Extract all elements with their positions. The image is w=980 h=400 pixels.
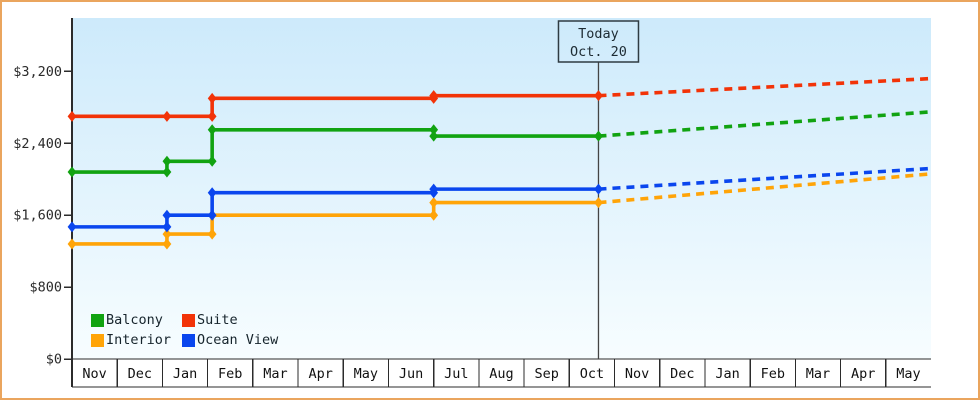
x-axis-month-label: Feb — [761, 366, 785, 382]
legend-label-ocean-view: Ocean View — [197, 332, 279, 348]
legend-item-suite: Suite — [182, 310, 278, 330]
x-axis-month-label: Jan — [715, 366, 739, 382]
ocean-view-swatch-icon — [182, 333, 195, 347]
x-axis-month-label: Aug — [489, 366, 513, 382]
data-point-marker-ocean-view — [67, 221, 77, 233]
x-axis-month-label: Nov — [82, 366, 106, 382]
data-point-marker-ocean-view — [162, 209, 172, 221]
y-axis-label: $2,400 — [13, 136, 62, 152]
data-point-marker-interior — [67, 238, 77, 250]
data-point-marker-interior — [429, 197, 439, 209]
legend-item-interior: Interior — [91, 330, 182, 350]
data-point-marker-interior — [594, 197, 603, 209]
data-point-marker-interior — [162, 228, 172, 240]
today-box-title: Today — [578, 26, 619, 42]
data-point-marker-interior — [162, 238, 172, 250]
interior-swatch-icon — [91, 333, 104, 347]
data-point-marker-balcony — [67, 166, 77, 178]
data-point-marker-suite — [207, 92, 217, 104]
y-axis-label: $1,600 — [13, 208, 62, 224]
legend: Balcony Suite Interior Ocean View — [91, 310, 278, 350]
y-axis-label: $0 — [46, 352, 62, 368]
x-axis-month-label: Mar — [806, 366, 830, 382]
legend-item-balcony: Balcony — [91, 310, 182, 330]
x-axis-month-label: Dec — [670, 366, 694, 382]
data-point-marker-ocean-view — [594, 183, 603, 195]
data-point-marker-ocean-view — [162, 221, 172, 233]
data-point-marker-balcony — [162, 166, 172, 178]
balcony-swatch-icon — [91, 313, 104, 327]
x-axis-month-label: May — [354, 366, 378, 382]
legend-label-interior: Interior — [106, 332, 172, 348]
x-axis-month-label: Sep — [535, 366, 559, 382]
data-point-marker-suite — [207, 110, 217, 122]
x-axis-month-label: Jan — [173, 366, 197, 382]
data-point-marker-ocean-view — [429, 183, 439, 195]
data-point-marker-balcony — [207, 124, 217, 136]
x-axis-month-label: May — [896, 366, 920, 382]
today-box-date: Oct. 20 — [570, 44, 627, 60]
today-box — [557, 20, 640, 63]
data-point-marker-balcony — [594, 130, 603, 142]
data-point-marker-interior — [207, 228, 217, 240]
data-point-marker-ocean-view — [207, 209, 217, 221]
x-axis-month-label: Nov — [625, 366, 649, 382]
data-point-marker-balcony — [429, 124, 439, 136]
x-axis-month-label: Mar — [263, 366, 287, 382]
data-point-marker-ocean-view — [207, 187, 217, 199]
legend-label-balcony: Balcony — [106, 312, 163, 328]
x-axis-month-label: Jul — [444, 366, 468, 382]
legend-item-ocean-view: Ocean View — [182, 330, 278, 350]
x-axis-month-label: Apr — [308, 366, 332, 382]
data-point-marker-suite — [67, 110, 77, 122]
y-axis-label: $800 — [29, 280, 62, 296]
data-point-marker-balcony — [429, 130, 439, 142]
suite-swatch-icon — [182, 313, 195, 327]
x-axis-month-label: Apr — [851, 366, 875, 382]
x-axis-month-label: Feb — [218, 366, 242, 382]
data-point-marker-balcony — [162, 155, 172, 167]
x-axis-month-label: Dec — [128, 366, 152, 382]
legend-label-suite: Suite — [197, 312, 238, 328]
y-axis-label: $3,200 — [13, 64, 62, 80]
data-point-marker-suite — [594, 90, 603, 102]
data-point-marker-suite — [162, 110, 172, 122]
data-point-marker-interior — [429, 209, 439, 221]
x-axis-month-label: Oct — [580, 366, 604, 382]
x-axis-month-label: Jun — [399, 366, 423, 382]
data-point-marker-balcony — [207, 155, 217, 167]
data-point-marker-suite — [429, 90, 439, 102]
